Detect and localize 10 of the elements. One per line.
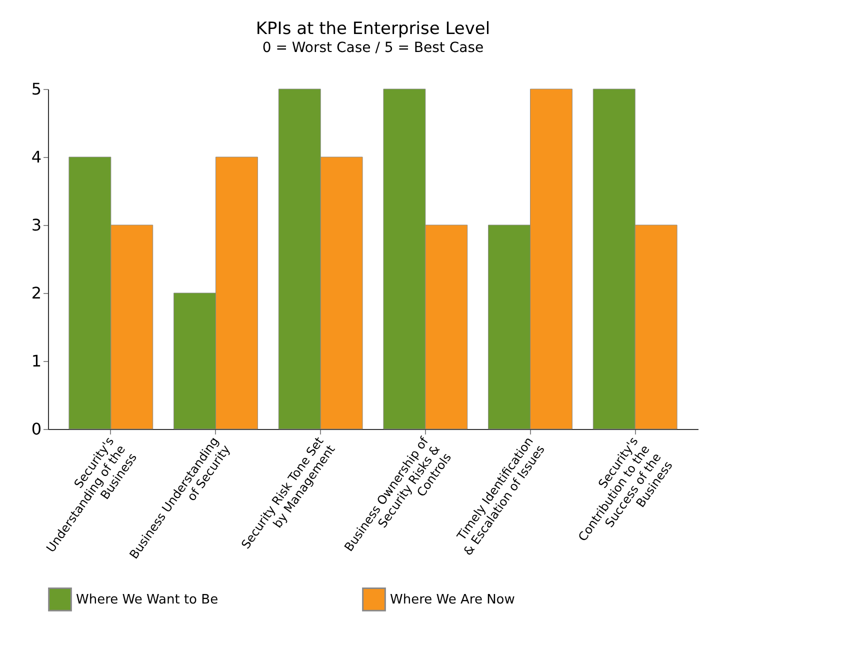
y-tick-label: 5 bbox=[31, 80, 42, 98]
legend-label: Where We Are Now bbox=[390, 592, 516, 608]
y-tick-label: 2 bbox=[31, 284, 42, 302]
y-tick-label: 1 bbox=[31, 352, 42, 370]
chart-subtitle: 0 = Worst Case / 5 = Best Case bbox=[262, 40, 484, 56]
y-tick-label: 0 bbox=[31, 420, 42, 438]
y-tick-label: 4 bbox=[31, 148, 42, 166]
y-tick-label: 3 bbox=[31, 216, 42, 234]
legend-label: Where We Want to Be bbox=[76, 592, 218, 608]
chart-title: KPIs at the Enterprise Level bbox=[256, 19, 490, 39]
